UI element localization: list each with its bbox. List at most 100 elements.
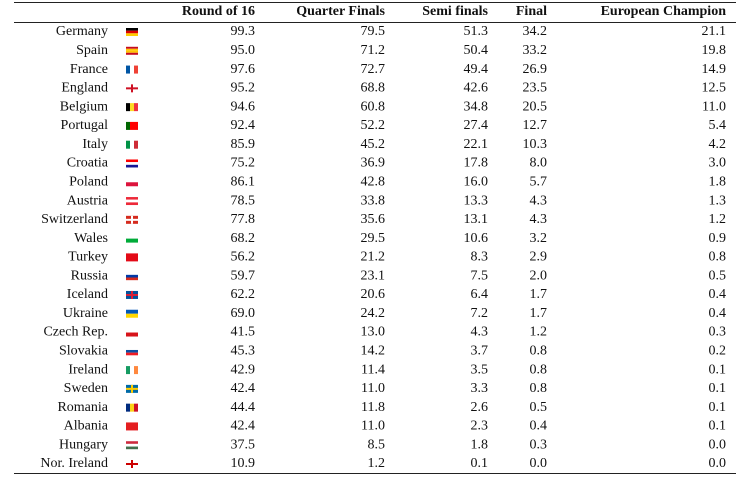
cell-value: 1.7 — [530, 306, 548, 321]
flag-part — [126, 162, 138, 165]
country-name: Switzerland — [41, 212, 108, 227]
flag-icon — [126, 46, 138, 55]
cell-value: 86.1 — [231, 174, 256, 189]
flag-part — [130, 366, 134, 375]
flag-icon — [126, 178, 138, 187]
flag-part — [126, 422, 138, 431]
flag-part — [126, 46, 138, 49]
flag-part — [126, 159, 138, 163]
flag-icon — [126, 309, 138, 318]
flag-part — [126, 52, 138, 55]
flag-icon — [126, 121, 138, 130]
flag-part — [130, 103, 134, 112]
cell-value: 6.4 — [471, 287, 489, 302]
cell-value: 0.5 — [709, 268, 727, 283]
flag-part — [126, 48, 138, 51]
flag-part — [126, 403, 130, 412]
cell-value: 0.2 — [709, 344, 727, 359]
cell-value: 92.4 — [231, 118, 256, 133]
cell-value: 0.1 — [709, 362, 727, 377]
cell-value: 27.4 — [464, 118, 489, 133]
cell-value: 3.5 — [471, 362, 489, 377]
cell-value: 21.2 — [361, 250, 386, 265]
flag-part — [126, 277, 138, 281]
cell-value: 42.9 — [231, 362, 256, 377]
flag-part — [126, 202, 138, 206]
cell-value: 4.3 — [530, 212, 548, 227]
flag-icon — [126, 197, 138, 206]
flag-part — [126, 28, 138, 31]
cell-value: 3.7 — [471, 344, 489, 359]
flag-icon — [126, 422, 138, 431]
cell-value: 0.3 — [709, 325, 727, 340]
cell-value: 62.2 — [231, 287, 256, 302]
flag-part — [126, 366, 130, 375]
country-name: Italy — [82, 137, 108, 152]
column-header: Final — [516, 4, 547, 19]
flag-part — [126, 349, 138, 353]
country-name: Croatia — [67, 156, 109, 171]
cell-value: 51.3 — [464, 24, 489, 39]
cell-value: 75.2 — [231, 156, 256, 171]
cell-value: 0.8 — [709, 250, 727, 265]
flag-part — [126, 347, 138, 350]
flag-icon — [126, 403, 138, 412]
cell-value: 2.6 — [471, 400, 489, 415]
flag-icon — [126, 366, 138, 375]
cell-value: 85.9 — [231, 137, 256, 152]
country-name: Russia — [71, 268, 109, 283]
country-name: Czech Rep. — [43, 325, 108, 340]
cell-value: 13.1 — [464, 212, 489, 227]
cell-value: 1.8 — [709, 174, 727, 189]
flag-icon — [126, 215, 138, 224]
cell-value: 69.0 — [231, 306, 256, 321]
cell-value: 0.8 — [530, 381, 548, 396]
cell-value: 52.2 — [361, 118, 386, 133]
flag-part — [134, 103, 138, 112]
column-header: Round of 16 — [182, 4, 255, 19]
cell-value: 59.7 — [231, 268, 256, 283]
flag-icon — [126, 234, 138, 243]
flag-part — [126, 65, 130, 74]
cell-value: 99.3 — [231, 24, 256, 39]
flag-part — [130, 140, 134, 149]
flag-icon — [126, 65, 138, 74]
cell-value: 23.5 — [523, 81, 548, 96]
flag-part — [126, 218, 138, 221]
flag-part — [126, 50, 138, 53]
cell-value: 8.0 — [530, 156, 548, 171]
flag-part — [126, 293, 138, 296]
column-header: Quarter Finals — [296, 4, 385, 19]
cell-value: 79.5 — [361, 24, 386, 39]
cell-value: 0.9 — [709, 231, 727, 246]
flag-part — [126, 33, 138, 36]
cell-value: 20.5 — [523, 99, 548, 114]
cell-value: 0.0 — [709, 437, 727, 452]
country-name: Portugal — [61, 118, 109, 133]
country-name: Turkey — [68, 250, 108, 265]
country-name: Iceland — [67, 287, 108, 302]
cell-value: 12.5 — [702, 81, 727, 96]
cell-value: 0.1 — [709, 419, 727, 434]
cell-value: 49.4 — [464, 62, 489, 77]
country-name: France — [70, 62, 108, 77]
cell-value: 11.4 — [361, 362, 385, 377]
flag-part — [126, 328, 138, 333]
flag-part — [126, 272, 138, 275]
country-name: Sweden — [64, 381, 108, 396]
flag-part — [126, 441, 138, 444]
flag-part — [126, 164, 138, 168]
country-name: Spain — [76, 43, 108, 58]
cell-value: 60.8 — [361, 99, 386, 114]
flag-part — [126, 140, 130, 149]
cell-value: 77.8 — [231, 212, 256, 227]
cell-value: 5.7 — [530, 174, 548, 189]
column-header: Semi finals — [422, 4, 488, 19]
cell-value: 11.0 — [361, 381, 385, 396]
flag-part — [126, 309, 138, 314]
cell-value: 0.1 — [471, 456, 489, 471]
flag-part — [126, 121, 130, 130]
flag-part — [134, 65, 138, 74]
